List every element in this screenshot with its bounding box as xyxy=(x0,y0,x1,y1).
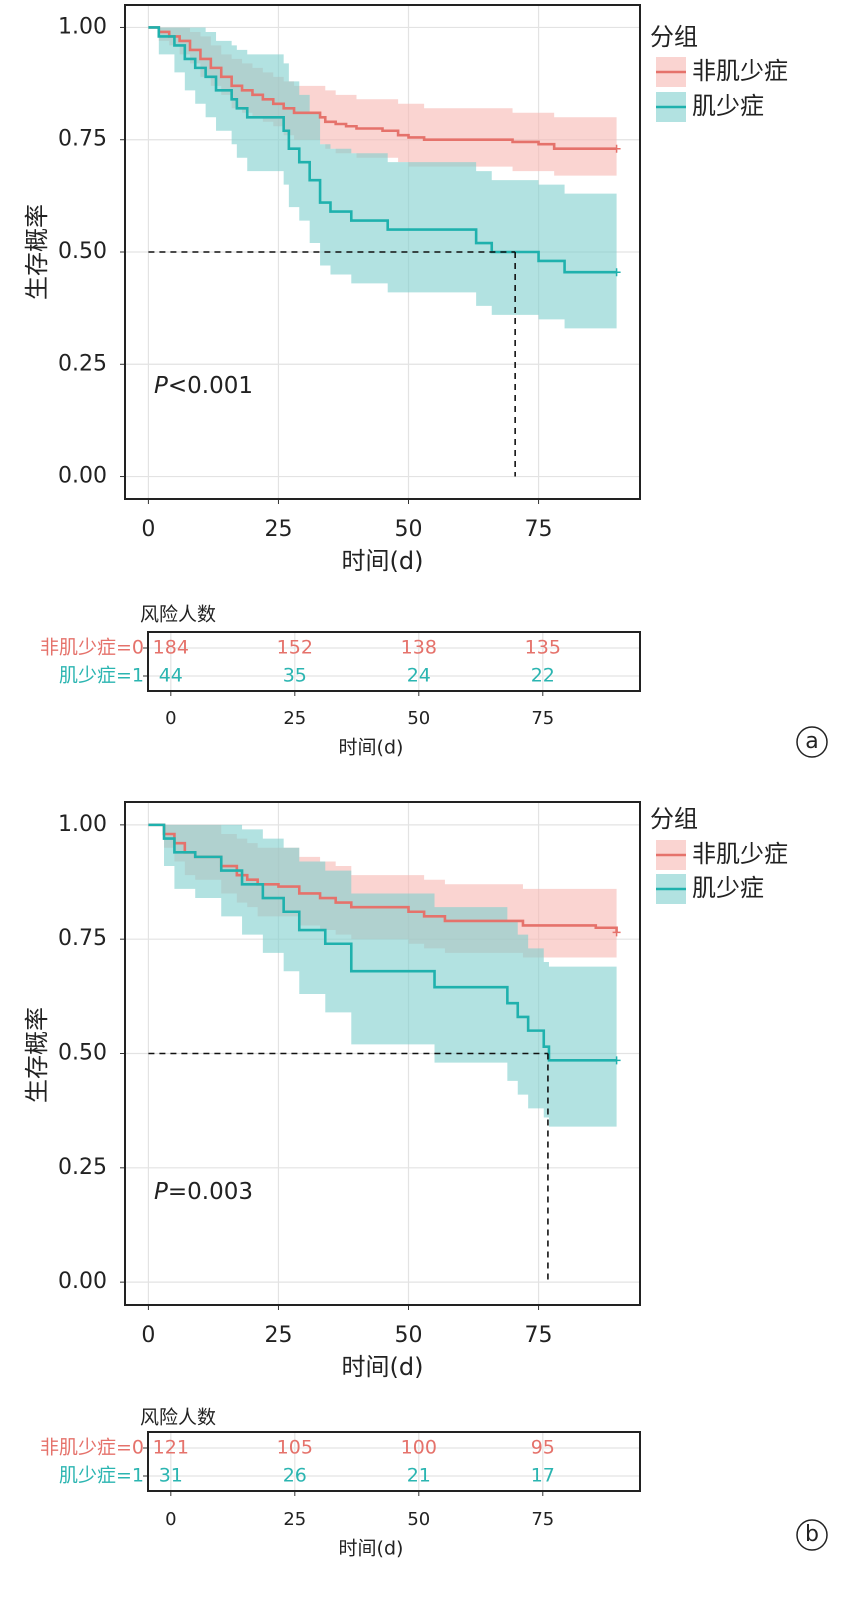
risk-count: 22 xyxy=(531,665,555,687)
censor-mark xyxy=(612,1056,621,1065)
y-tick-label: 0.50 xyxy=(58,239,107,264)
row-label: 非肌少症=0 xyxy=(40,637,144,659)
legend-label: 非肌少症 xyxy=(692,57,788,85)
survival-line xyxy=(148,26,617,274)
x-tick-label: 50 xyxy=(395,517,423,542)
p-text: =0.003 xyxy=(168,1179,253,1205)
x-axis-label: 时间(d) xyxy=(339,1538,404,1560)
risk-count: 138 xyxy=(401,637,437,659)
risk-count: 26 xyxy=(283,1465,307,1487)
legend-label: 非肌少症 xyxy=(692,840,788,868)
risk-count: 105 xyxy=(277,1437,313,1459)
y-tick-label: 0.00 xyxy=(58,1269,107,1294)
y-tick-label: 0.00 xyxy=(58,464,107,489)
x-tick-label: 75 xyxy=(531,1509,554,1530)
panel-label: b xyxy=(805,1522,819,1547)
y-axis-label: 生存概率 xyxy=(23,1007,51,1103)
y-tick-label: 0.75 xyxy=(58,926,107,951)
p-text: <0.001 xyxy=(168,373,253,399)
x-axis-label: 时间(d) xyxy=(339,737,404,759)
plot-frame xyxy=(124,801,641,1306)
risk-count: 135 xyxy=(525,637,561,659)
risk-count: 100 xyxy=(401,1437,437,1459)
panel-badge xyxy=(796,726,828,758)
y-axis-label: 生存概率 xyxy=(23,204,51,300)
x-tick-label: 25 xyxy=(283,708,306,729)
panel-label: a xyxy=(805,729,818,754)
p-value: P=0.003 xyxy=(154,1179,253,1205)
y-tick-label: 0.75 xyxy=(58,127,107,152)
censor-mark xyxy=(612,928,621,937)
panel-badge xyxy=(796,1519,828,1551)
y-tick-label: 0.25 xyxy=(58,1155,107,1180)
censor-mark xyxy=(612,144,621,153)
x-tick-label: 75 xyxy=(525,517,553,542)
x-tick-label: 25 xyxy=(283,1509,306,1530)
x-tick-label: 50 xyxy=(407,708,430,729)
x-tick-label: 50 xyxy=(395,1323,423,1348)
survival-line xyxy=(148,823,617,1062)
table-title: 风险人数 xyxy=(140,1407,216,1429)
risk-count: 31 xyxy=(159,1465,183,1487)
survival-line xyxy=(148,26,617,151)
legend-label: 肌少症 xyxy=(692,92,764,120)
table-title: 风险人数 xyxy=(140,604,216,626)
row-label: 肌少症=1 xyxy=(59,1465,144,1487)
risk-count: 121 xyxy=(153,1437,189,1459)
p-symbol: P xyxy=(154,1179,168,1205)
risk-count: 95 xyxy=(531,1437,555,1459)
p-symbol: P xyxy=(154,373,168,399)
legend-title: 分组 xyxy=(650,23,698,51)
risk-count: 17 xyxy=(531,1465,555,1487)
table-frame xyxy=(147,631,641,692)
x-tick-label: 0 xyxy=(165,1509,176,1530)
x-tick-label: 25 xyxy=(264,1323,292,1348)
censor-mark xyxy=(612,268,621,277)
confidence-band xyxy=(148,824,617,1127)
x-tick-label: 25 xyxy=(264,517,292,542)
risk-count: 184 xyxy=(153,637,189,659)
table-frame xyxy=(147,1431,641,1492)
y-tick-label: 1.00 xyxy=(58,812,107,837)
legend-title: 分组 xyxy=(650,805,698,833)
risk-count: 21 xyxy=(407,1465,431,1487)
y-tick-label: 0.50 xyxy=(58,1041,107,1066)
x-tick-label: 0 xyxy=(141,1323,155,1348)
y-tick-label: 0.25 xyxy=(58,351,107,376)
row-label: 非肌少症=0 xyxy=(40,1437,144,1459)
x-axis-label: 时间(d) xyxy=(342,1353,424,1381)
risk-count: 152 xyxy=(277,637,313,659)
x-tick-label: 75 xyxy=(525,1323,553,1348)
row-label: 肌少症=1 xyxy=(59,665,144,687)
x-tick-label: 50 xyxy=(407,1509,430,1530)
x-axis-label: 时间(d) xyxy=(342,547,424,575)
y-tick-label: 1.00 xyxy=(58,14,107,39)
risk-count: 35 xyxy=(283,665,307,687)
x-tick-label: 0 xyxy=(141,517,155,542)
risk-count: 44 xyxy=(159,665,183,687)
plot-frame xyxy=(124,4,641,500)
x-tick-label: 75 xyxy=(531,708,554,729)
risk-count: 24 xyxy=(407,665,431,687)
x-tick-label: 0 xyxy=(165,708,176,729)
p-value: P<0.001 xyxy=(154,373,253,399)
legend-label: 肌少症 xyxy=(692,874,764,902)
